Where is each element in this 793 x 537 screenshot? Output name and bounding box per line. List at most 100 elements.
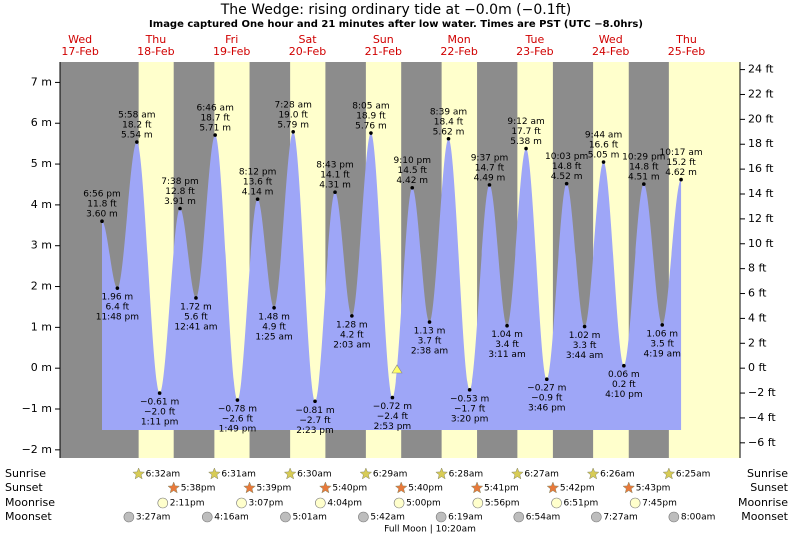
tide-label: 8:39 am xyxy=(430,107,467,117)
tide-label: 18.2 ft xyxy=(122,121,152,131)
moonset-icon xyxy=(591,511,602,523)
sunrise-time: 6:26am xyxy=(600,470,635,480)
row-label: Sunset xyxy=(5,481,43,494)
day-name: Sat xyxy=(298,33,317,46)
sunrise-time: 6:29am xyxy=(373,470,408,480)
y-tick-label: 2 m xyxy=(31,280,52,293)
tide-label: 1:11 pm xyxy=(141,418,179,428)
tide-point xyxy=(100,219,104,224)
tide-label: −2.4 ft xyxy=(377,412,409,422)
tide-point xyxy=(544,377,549,382)
sunset-time: 5:38pm xyxy=(181,484,216,494)
sunrise-icon xyxy=(435,467,448,480)
tide-label: −2.6 ft xyxy=(222,415,254,425)
tide-label: 1:49 pm xyxy=(219,425,257,435)
y2-tick-label: 20 ft xyxy=(748,112,774,125)
moonset-time: 6:19am xyxy=(448,513,483,523)
tide-label: 4:19 am xyxy=(644,349,681,359)
day-name: Wed xyxy=(599,33,623,46)
tide-label: 5.6 ft xyxy=(184,312,208,322)
sunrise-time: 6:28am xyxy=(449,470,484,480)
tide-label: 19.0 ft xyxy=(278,110,308,120)
tide-point xyxy=(255,197,260,201)
day-name: Thu xyxy=(675,33,697,46)
tide-label: 9:44 am xyxy=(585,131,622,141)
sunrise-icon xyxy=(359,467,373,480)
moonset-time: 3:27am xyxy=(136,513,171,523)
tide-label: 3.60 m xyxy=(86,210,118,220)
tide-label: 17.7 ft xyxy=(511,127,541,137)
tide-point xyxy=(350,314,354,318)
tide-label: −0.61 m xyxy=(140,398,179,408)
tide-point xyxy=(178,206,182,211)
tide-label: 8:12 pm xyxy=(239,168,277,178)
moonset-time: 5:01am xyxy=(292,513,327,523)
tide-label: 18.9 ft xyxy=(356,112,386,122)
moonset-icon xyxy=(358,511,369,523)
tide-point xyxy=(524,146,528,151)
y-tick-label: −1 m xyxy=(22,402,52,415)
tide-label: 4.14 m xyxy=(242,188,274,198)
tide-label: 1.96 m xyxy=(102,293,134,303)
tide-label: 1:25 am xyxy=(255,332,292,342)
tide-point xyxy=(622,363,626,368)
tide-label: 1.06 m xyxy=(646,329,678,339)
tide-label: 4.31 m xyxy=(319,181,351,191)
moonrise-time: 2:11pm xyxy=(170,499,205,509)
sunset-icon xyxy=(394,481,408,494)
tide-label: 3.3 ft xyxy=(573,341,597,351)
sunset-time: 5:40pm xyxy=(332,484,367,494)
sunset-time: 5:41pm xyxy=(484,484,519,494)
tide-point xyxy=(505,323,509,328)
moonrise-time: 6:51pm xyxy=(564,499,599,509)
day-name: Mon xyxy=(447,33,470,46)
tide-label: 3:20 pm xyxy=(451,414,489,424)
tide-label: 1.28 m xyxy=(336,320,368,330)
tide-point xyxy=(235,398,240,402)
moonset-icon xyxy=(280,511,291,523)
moonset-time: 7:27am xyxy=(603,513,638,523)
tide-label: −0.27 m xyxy=(527,384,566,394)
chart-title: The Wedge: rising ordinary tide at −0.0m… xyxy=(220,2,572,18)
tide-point xyxy=(410,185,415,190)
moonrise-icon xyxy=(393,497,405,509)
y-tick-label: 5 m xyxy=(31,157,52,170)
sunrise-icon xyxy=(208,467,221,480)
tide-label: 2:23 pm xyxy=(296,426,334,436)
sunrise-icon xyxy=(662,467,676,480)
y2-tick-label: 14 ft xyxy=(748,187,774,200)
tide-label: 1.13 m xyxy=(414,327,446,337)
moonset-icon xyxy=(123,511,135,523)
tide-point xyxy=(333,190,337,195)
chart-subtitle: Image captured One hour and 21 minutes a… xyxy=(149,19,643,30)
day-date: 21-Feb xyxy=(365,45,402,58)
moonset-time: 5:42am xyxy=(370,513,405,523)
day-date: 20-Feb xyxy=(289,45,326,58)
tide-label: 2:53 pm xyxy=(374,422,412,432)
tide-label: 16.6 ft xyxy=(589,141,619,151)
tide-label: 5.38 m xyxy=(510,137,542,147)
y-tick-label: 0 m xyxy=(31,361,52,374)
tide-label: 4:10 pm xyxy=(605,390,643,400)
tide-label: 11.8 ft xyxy=(87,200,117,210)
tide-label: −0.9 ft xyxy=(531,394,563,404)
y2-tick-label: 22 ft xyxy=(748,87,774,100)
moonset-icon xyxy=(201,511,213,523)
tide-label: 6:56 pm xyxy=(83,190,121,200)
y-tick-label: 6 m xyxy=(31,116,52,129)
tide-label: 9:12 am xyxy=(507,117,544,127)
tide-label: 8:05 am xyxy=(352,102,389,112)
tide-point xyxy=(115,286,120,290)
tide-label: 12.8 ft xyxy=(165,187,195,197)
tide-label: 10:17 am xyxy=(660,148,703,158)
moonrise-icon xyxy=(315,497,326,509)
y2-tick-label: 2 ft xyxy=(748,336,767,349)
tide-label: 0.06 m xyxy=(608,370,640,380)
sunset-icon xyxy=(470,481,484,494)
tide-label: 3:46 pm xyxy=(528,404,566,414)
tide-label: 3.4 ft xyxy=(495,340,519,350)
tide-area xyxy=(101,131,682,430)
tide-label: 5.79 m xyxy=(277,120,309,130)
tide-label: 9:37 pm xyxy=(471,153,509,163)
